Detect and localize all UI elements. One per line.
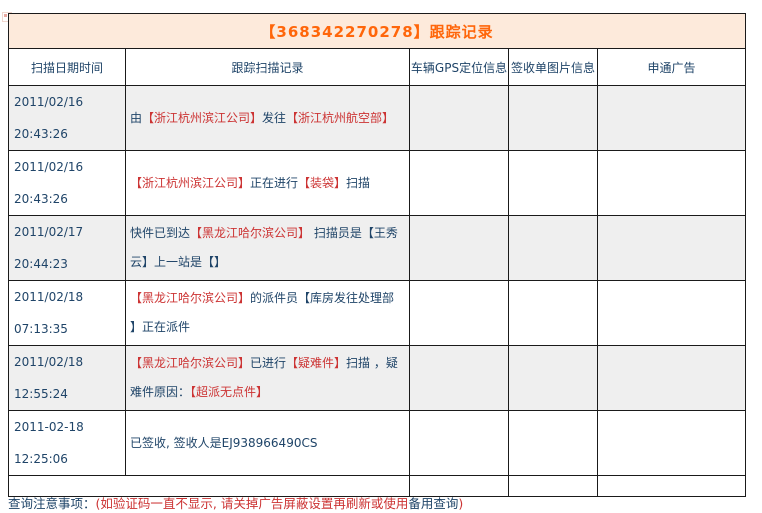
- gps-info-cell: [409, 345, 509, 411]
- record-segment: 【装袋】: [298, 175, 347, 190]
- scan-datetime-cell: 2011-02-18 12:25:06: [8, 410, 126, 476]
- record-segment: 【超派无点件】: [190, 385, 269, 399]
- record-segment: 由: [130, 110, 143, 125]
- tracking-record-cell: 【黑龙江哈尔滨公司】的派件员【库房发往处理部 】正在派件: [125, 280, 410, 346]
- tracking-table: 【368342270278】跟踪记录 扫描日期时间 跟踪扫描记录 车辆GPS定位…: [7, 13, 747, 497]
- gps-info-cell: [409, 280, 509, 346]
- scan-date: 2011/02/17: [14, 225, 84, 239]
- record-segment: 【浙江杭州滨江公司】: [142, 110, 263, 125]
- scan-datetime-cell: 2011/02/16 20:43:26: [8, 150, 126, 216]
- scan-time: 20:44:23: [14, 257, 68, 271]
- ad-cell: [596, 475, 747, 497]
- record-segment: 【浙江杭州滨江公司】: [130, 175, 251, 190]
- table-row: 2011/02/17 20:44:23 快件已到达【黑龙江哈尔滨公司】 扫描员是【王…: [8, 215, 747, 281]
- record-segment: 扫描员是【王秀云】上一站是【】: [130, 226, 398, 269]
- backup-query-link[interactable]: 备用查询: [408, 496, 459, 511]
- column-header-row: 扫描日期时间 跟踪扫描记录 车辆GPS定位信息 签收单图片信息 申通广告: [8, 48, 747, 86]
- record-segment: 的派件员【库房发往处理部 】正在派件: [130, 291, 395, 334]
- record-segment: 已签收, 签收人是EJ938966490CS: [130, 435, 318, 450]
- ad-cell: [596, 215, 747, 281]
- ad-cell: [596, 280, 747, 346]
- record-segment: 【疑难件】: [286, 356, 347, 370]
- col-header-scan-datetime: 扫描日期时间: [8, 48, 126, 86]
- record-segment: 【黑龙江哈尔滨公司】: [190, 226, 311, 240]
- title-row: 【368342270278】跟踪记录: [7, 13, 747, 49]
- gps-info-cell: [409, 410, 509, 476]
- scan-date: 2011/02/16: [14, 160, 84, 174]
- record-segment: 【黑龙江哈尔滨公司】: [130, 356, 251, 370]
- tracking-record-cell: 【黑龙江哈尔滨公司】已进行【疑难件】扫描 ，疑难件原因：【超派无点件】: [125, 345, 410, 411]
- signature-image-cell: [508, 410, 598, 476]
- record-segment: 快件已到达: [130, 226, 191, 240]
- signature-image-cell: [508, 345, 598, 411]
- signature-image-cell: [508, 85, 598, 151]
- table-row: 2011-02-18 12:25:06 已签收, 签收人是EJ938966490CS: [8, 410, 747, 476]
- tracking-record-cell: 已签收, 签收人是EJ938966490CS: [125, 410, 410, 476]
- scan-time: 12:25:06: [14, 452, 68, 466]
- signature-image-cell: [508, 150, 598, 216]
- tracking-record-cell: 快件已到达【黑龙江哈尔滨公司】 扫描员是【王秀云】上一站是【】: [125, 215, 410, 281]
- gps-info-cell: [409, 150, 509, 216]
- tracking-record-cell: 由【浙江杭州滨江公司】发往【浙江杭州航空部】: [125, 85, 410, 151]
- scan-date: 2011/02/18: [14, 355, 84, 369]
- record-segment: (如验证码一直不显示, 请关掉广告屏蔽设置再刷新或使用: [95, 496, 409, 511]
- table-row: 2011/02/16 20:43:26 【浙江杭州滨江公司】正在进行【装袋】扫描: [8, 150, 747, 216]
- tracking-record-cell: 【浙江杭州滨江公司】正在进行【装袋】扫描: [125, 150, 410, 216]
- scan-datetime-cell: 2011/02/16 20:43:26: [8, 85, 126, 151]
- scan-date: 2011/02/18: [14, 290, 84, 304]
- record-segment: 扫描 ，疑难件原因：: [130, 356, 398, 399]
- record-segment: 正在进行: [250, 175, 299, 190]
- empty-row: [8, 475, 747, 497]
- signature-image-cell: [508, 280, 598, 346]
- scan-datetime-cell: 2011/02/18 12:55:24: [8, 345, 126, 411]
- col-header-tracking-record: 跟踪扫描记录: [125, 48, 410, 86]
- footer-note: 查询注意事项：(如验证码一直不显示, 请关掉广告屏蔽设置再刷新或使用备用查询): [8, 495, 463, 512]
- record-segment: 扫描: [346, 175, 371, 190]
- record-segment: 【浙江杭州航空部】: [286, 110, 395, 125]
- ad-cell: [596, 410, 747, 476]
- empty-merged-cell: [8, 475, 410, 497]
- col-header-signature-image: 签收单图片信息: [508, 48, 598, 86]
- record-segment: ): [458, 496, 464, 511]
- col-header-shentong-ad: 申通广告: [596, 48, 747, 86]
- scan-datetime-cell: 2011/02/18 07:13:35: [8, 280, 126, 346]
- record-segment: 查询注意事项：: [8, 496, 96, 511]
- ad-cell: [596, 85, 747, 151]
- col-header-gps-info: 车辆GPS定位信息: [409, 48, 509, 86]
- scan-date: 2011/02/16: [14, 95, 84, 109]
- scan-date: 2011-02-18: [14, 420, 84, 434]
- record-segment: 发往: [262, 110, 287, 125]
- record-segment: 【黑龙江哈尔滨公司】: [130, 291, 251, 305]
- table-row: 2011/02/18 07:13:35 【黑龙江哈尔滨公司】的派件员【库房发往处理部…: [8, 280, 747, 346]
- table-row: 2011/02/16 20:43:26 由【浙江杭州滨江公司】发往【浙江杭州航空部】: [8, 85, 747, 151]
- scan-time: 07:13:35: [14, 322, 68, 336]
- record-segment: 已进行: [250, 356, 287, 370]
- gps-info-cell: [409, 215, 509, 281]
- scan-time: 12:55:24: [14, 387, 68, 401]
- tracking-rows: 2011/02/16 20:43:26 由【浙江杭州滨江公司】发往【浙江杭州航空部】…: [8, 85, 747, 497]
- signature-image-cell: [508, 215, 598, 281]
- scan-time: 20:43:26: [14, 127, 68, 141]
- signature-image-cell: [508, 475, 598, 497]
- ad-cell: [596, 150, 747, 216]
- gps-info-cell: [409, 475, 509, 497]
- table-row: 2011/02/18 12:55:24 【黑龙江哈尔滨公司】已进行【疑难件】扫描 ，…: [8, 345, 747, 411]
- scan-datetime-cell: 2011/02/17 20:44:23: [8, 215, 126, 281]
- gps-info-cell: [409, 85, 509, 151]
- scan-time: 20:43:26: [14, 192, 68, 206]
- page-title: 【368342270278】跟踪记录: [7, 13, 747, 49]
- ad-cell: [596, 345, 747, 411]
